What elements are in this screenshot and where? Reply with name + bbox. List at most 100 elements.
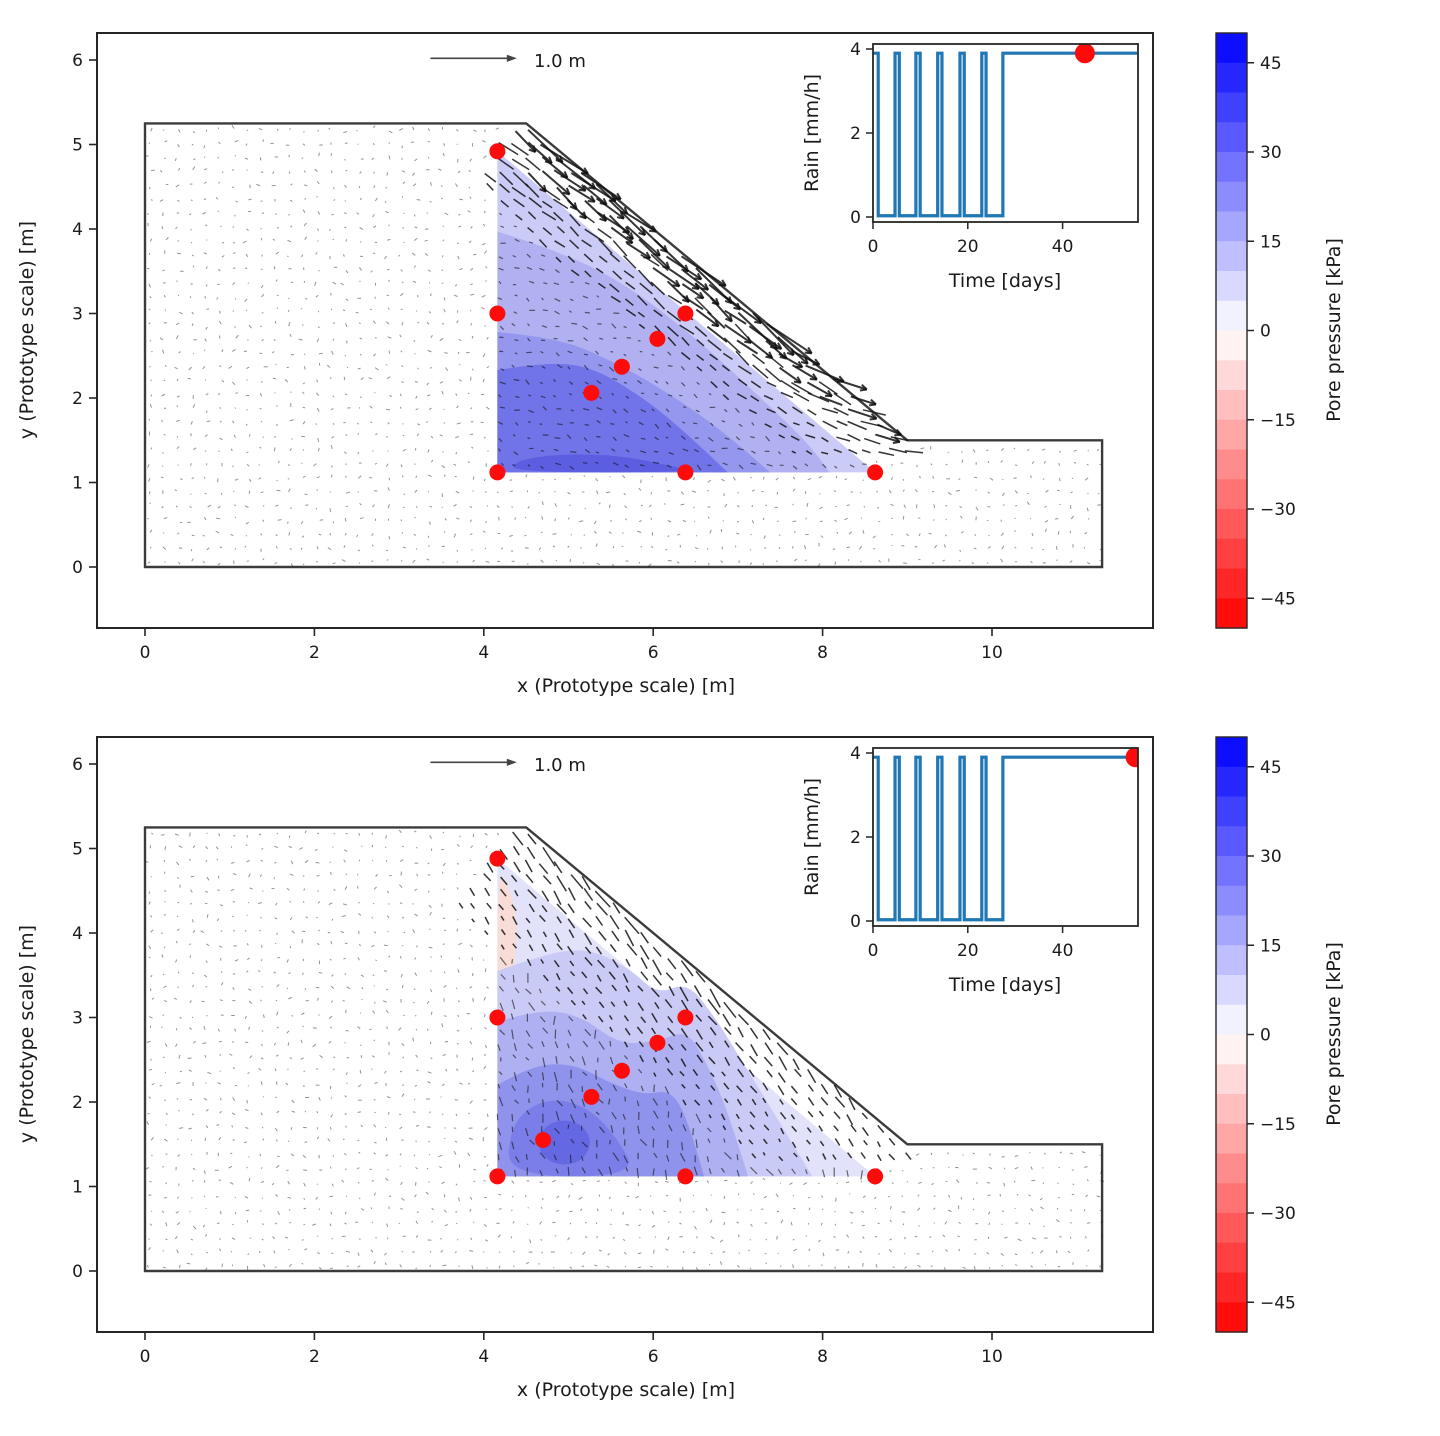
inset-x-label-bottom: Time [days] [948,974,1061,996]
x-tick-label: 6 [648,1347,659,1367]
scatter-point [867,464,884,481]
quiver-key-label-top: 1.0 m [534,51,586,72]
quiver-key-arrowhead [506,758,517,766]
inset-x-tick-label: 0 [868,941,879,961]
inset-y-tick-label: 4 [850,40,861,60]
inset-y-tick-label: 2 [850,124,861,144]
axes-frame [96,736,1154,1333]
y-tick-label: 3 [72,305,83,325]
contour-band [538,1120,590,1165]
rain-inset: 0 20 40 0 2 4 [850,744,1139,961]
y-tick-label: 0 [72,558,83,578]
axes-frame [96,32,1154,629]
x-tick-label: 8 [817,1347,828,1367]
x-tick-label: 10 [981,643,1003,663]
current-time-marker [1125,748,1138,768]
y-tick-label: 2 [72,1093,83,1113]
colorbar-tick-label: 30 [1260,847,1282,867]
colorbar-tick-label: −30 [1260,1204,1296,1224]
inset-y-tick-label: 0 [850,912,861,932]
scatter-point [489,1009,506,1026]
x-tick-label: 4 [478,643,489,663]
x-tick-label: 2 [309,643,320,663]
scatter-point [649,330,666,347]
scatter-point [677,1168,694,1185]
colorbar-tick-label: 45 [1260,758,1282,778]
scatter-point [613,358,630,375]
scatter-point [677,1009,694,1026]
soil-outline [143,826,1104,1273]
y-tick-label: 6 [72,755,83,775]
x-tick-label: 0 [140,1347,151,1367]
scatter-point [535,1132,552,1148]
inset-x-tick-label: 40 [1052,941,1074,961]
subplot-0: 0 2 4 6 8 10 0 1 2 3 4 5 6 0 20 40 0 2 4 [72,32,1154,663]
x-tick-label: 2 [309,1347,320,1367]
scatter-point [489,850,506,867]
y-tick-label: 3 [72,1009,83,1029]
current-time-marker [1074,44,1095,64]
scatter-point [489,1168,506,1185]
colorbar-tick-label: −30 [1260,500,1296,520]
y-tick-label: 5 [72,840,83,860]
y-tick-label: 1 [72,474,83,494]
y-tick-label: 6 [72,51,83,71]
quiver-field [145,829,1105,1271]
static-labels: x (Prototype scale) [m] y (Prototype sca… [16,51,1345,1401]
colorbar-tick-label: −45 [1260,589,1296,609]
y-tick-label: 4 [72,924,83,944]
scatter-point [489,143,506,160]
inset-x-label-top: Time [days] [948,270,1061,292]
inset-x-tick-label: 0 [868,237,879,257]
inset-y-label-bottom: Rain [mm/h] [801,778,823,896]
x-axis-label-bottom: x (Prototype scale) [m] [517,1379,735,1401]
scatter-point [583,1088,600,1105]
x-axis-label-top: x (Prototype scale) [m] [517,675,735,697]
x-tick-label: 0 [140,643,151,663]
colorbar: 45 30 15 0 −15 −30 −45 [1215,32,1296,629]
colorbar-tick-label: 0 [1260,322,1271,342]
subplot-1: 0 2 4 6 8 10 0 1 2 3 4 5 6 0 20 40 0 2 4 [72,736,1154,1367]
y-tick-label: 0 [72,1262,83,1282]
colorbar-tick-label: −15 [1260,1115,1296,1135]
quiver-key-label-bottom: 1.0 m [534,755,586,776]
y-tick-label: 1 [72,1178,83,1198]
y-tick-label: 2 [72,389,83,409]
colorbar-tick-label: 0 [1260,1026,1271,1046]
monitoring-points [489,143,884,481]
scatter-point [613,1062,630,1079]
scatter-point [583,384,600,401]
colorbar-tick-label: 30 [1260,143,1282,163]
scatter-point [677,464,694,481]
x-tick-label: 8 [817,643,828,663]
inset-x-tick-label: 20 [957,237,979,257]
colorbar-tick-label: 15 [1260,232,1282,252]
colorbar-tick-label: −45 [1260,1293,1296,1313]
colorbar-label-top: Pore pressure [kPa] [1323,238,1345,422]
inset-x-tick-label: 20 [957,941,979,961]
quiver-field [145,125,1103,567]
contour-band [513,454,686,473]
inset-y-tick-label: 4 [850,744,861,764]
scatter-point [649,1034,666,1051]
x-tick-label: 6 [648,643,659,663]
monitoring-points [489,850,884,1185]
scatter-point [489,464,506,481]
y-axis-label-top: y (Prototype scale) [m] [16,221,38,439]
colorbar: 45 30 15 0 −15 −30 −45 [1215,736,1296,1333]
inset-y-tick-label: 0 [850,208,861,228]
scatter-point [677,305,694,322]
scatter-point [867,1168,884,1185]
colorbar-tick-label: 45 [1260,54,1282,74]
rain-series-line [873,755,1138,922]
rain-inset: 0 20 40 0 2 4 [850,40,1139,257]
contour-band [497,363,728,473]
inset-y-tick-label: 2 [850,828,861,848]
y-tick-label: 5 [72,136,83,156]
x-tick-label: 10 [981,1347,1003,1367]
colorbar-tick-label: −15 [1260,411,1296,431]
x-tick-label: 4 [478,1347,489,1367]
